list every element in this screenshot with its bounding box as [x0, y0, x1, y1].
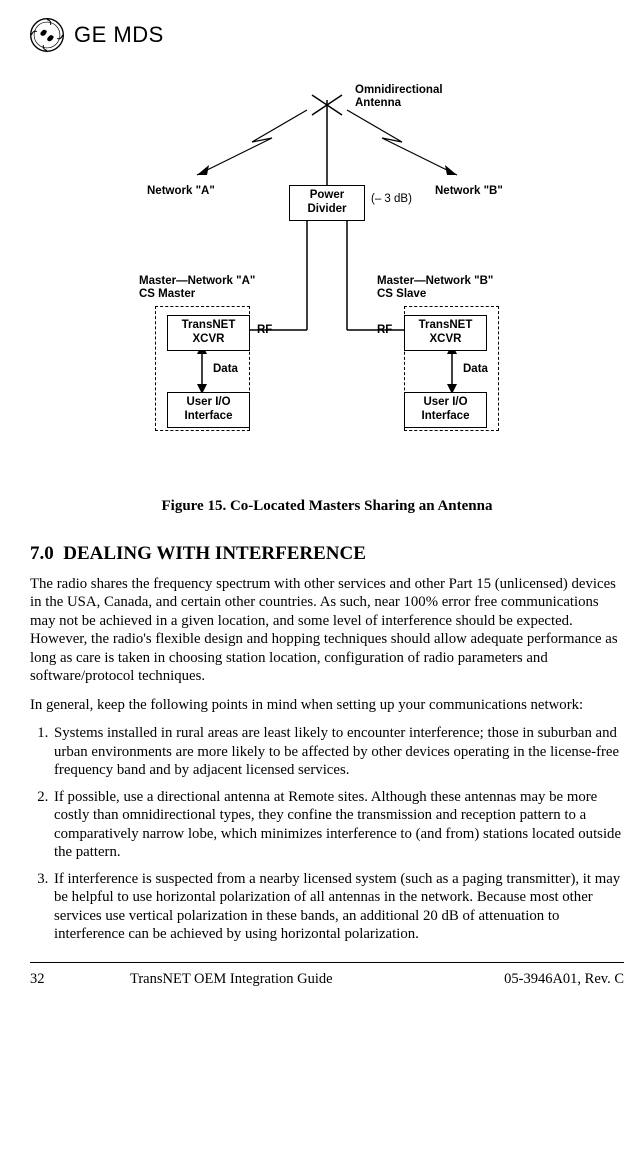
- ge-logo-icon: [30, 18, 64, 52]
- master-a-label: Master—Network "A"CS Master: [139, 275, 255, 301]
- page-footer: 32 TransNET OEM Integration Guide 05-394…: [30, 962, 624, 988]
- list-item: If interference is suspected from a near…: [52, 870, 624, 944]
- paragraph-2: In general, keep the following points in…: [30, 696, 624, 714]
- brand-text: GE MDS: [74, 22, 164, 48]
- section-number: 7.0: [30, 543, 54, 564]
- data-a-label: Data: [213, 363, 238, 376]
- antenna-label: OmnidirectionalAntenna: [355, 84, 443, 110]
- rf-a-label: RF: [257, 324, 272, 337]
- section-title: DEALING WITH INTERFERENCE: [63, 543, 366, 564]
- xcvr-a-box: TransNETXCVR: [167, 315, 250, 351]
- db-note: (– 3 dB): [371, 193, 412, 206]
- userio-a-box: User I/OInterface: [167, 392, 250, 428]
- doc-id: 05-3946A01, Rev. C: [504, 971, 624, 988]
- master-b-label: Master—Network "B"CS Slave: [377, 275, 493, 301]
- power-divider-box: PowerDivider: [289, 185, 365, 221]
- rf-b-label: RF: [377, 324, 392, 337]
- userio-b-box: User I/OInterface: [404, 392, 487, 428]
- data-b-label: Data: [463, 363, 488, 376]
- doc-title: TransNET OEM Integration Guide: [70, 971, 504, 988]
- network-b-label: Network "B": [435, 185, 503, 198]
- figure-caption: Figure 15. Co-Located Masters Sharing an…: [30, 498, 624, 515]
- network-a-label: Network "A": [147, 185, 215, 198]
- page-header: GE MDS: [30, 18, 624, 52]
- list-item: Systems installed in rural areas are lea…: [52, 724, 624, 779]
- xcvr-b-box: TransNETXCVR: [404, 315, 487, 351]
- list-item: If possible, use a directional antenna a…: [52, 788, 624, 862]
- section-heading: 7.0 DEALING WITH INTERFERENCE: [30, 543, 624, 565]
- paragraph-1: The radio shares the frequency spectrum …: [30, 575, 624, 686]
- points-list: Systems installed in rural areas are lea…: [30, 724, 624, 943]
- page-number: 32: [30, 971, 70, 988]
- antenna-sharing-diagram: OmnidirectionalAntenna Network "A" Netwo…: [77, 80, 577, 480]
